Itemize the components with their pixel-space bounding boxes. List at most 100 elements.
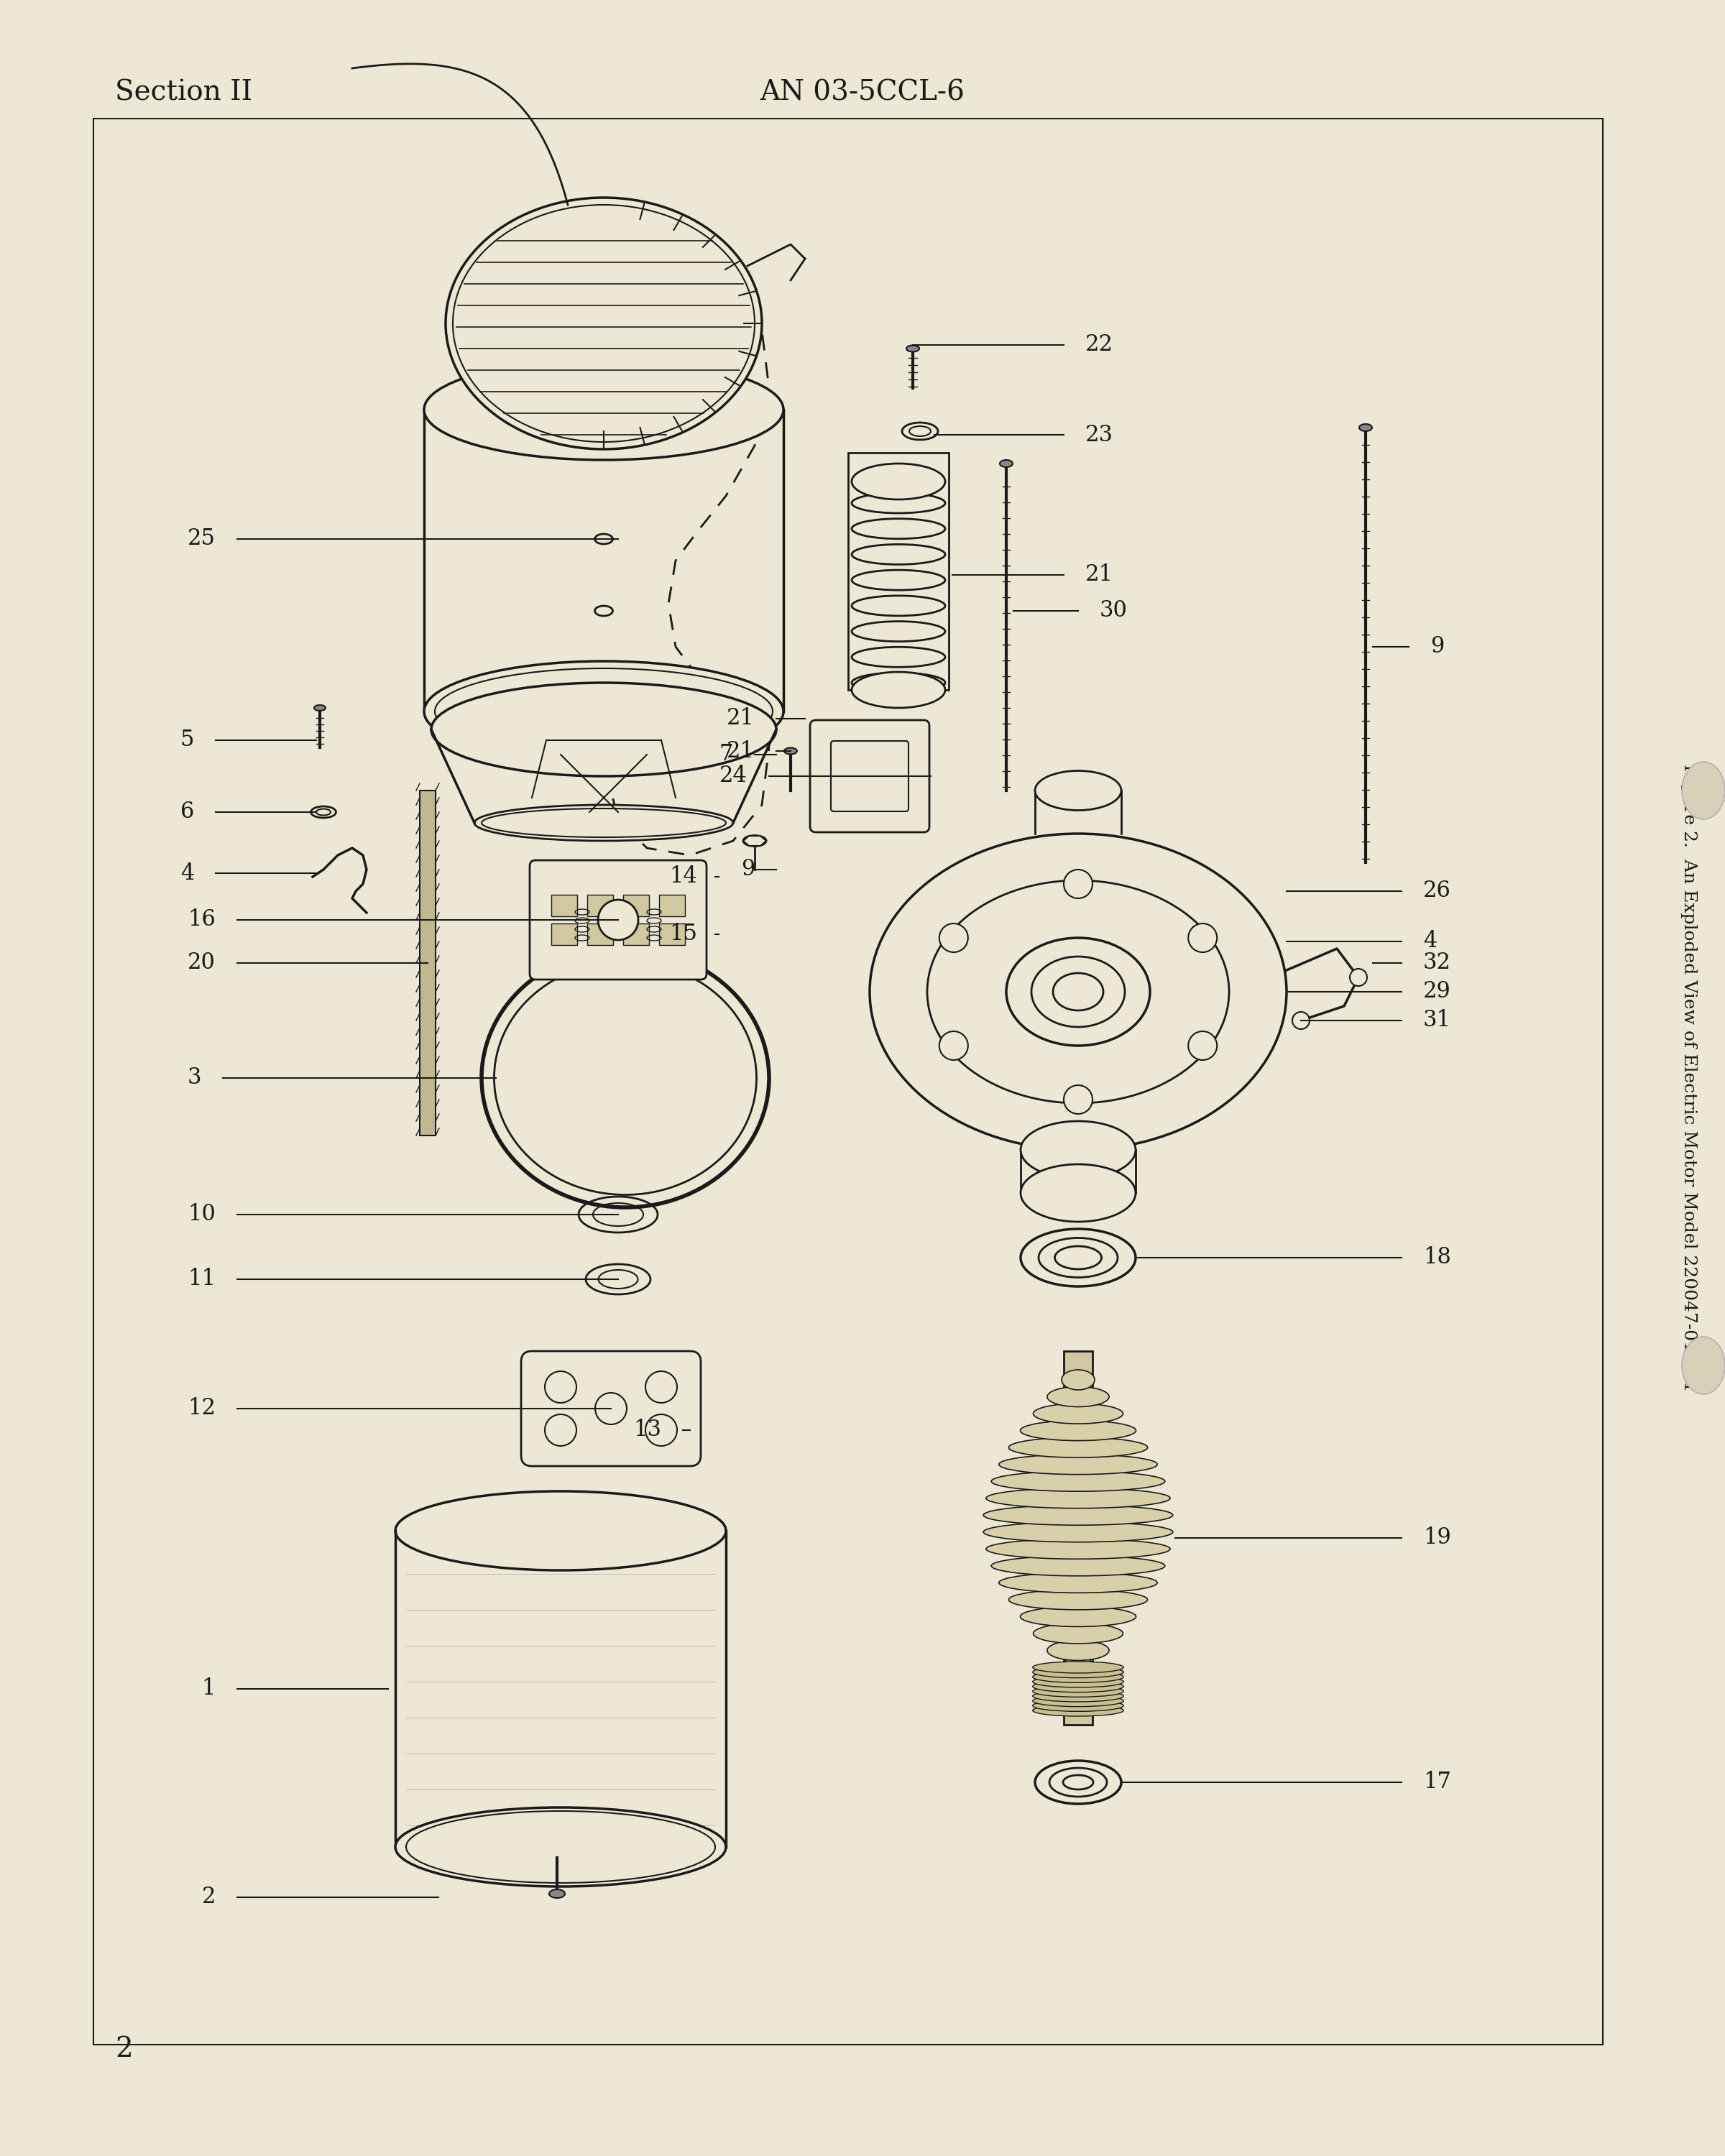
Ellipse shape [1009, 1438, 1147, 1457]
Ellipse shape [1033, 1623, 1123, 1643]
Ellipse shape [785, 748, 797, 755]
Ellipse shape [1021, 1121, 1135, 1179]
Ellipse shape [1033, 1699, 1123, 1712]
Ellipse shape [1054, 1246, 1102, 1270]
Ellipse shape [983, 1505, 1173, 1524]
Text: 21: 21 [726, 740, 756, 763]
Circle shape [595, 1393, 626, 1425]
Ellipse shape [909, 427, 932, 436]
FancyBboxPatch shape [831, 742, 909, 811]
Bar [587, 923, 612, 944]
Ellipse shape [431, 683, 776, 776]
Circle shape [1189, 1031, 1218, 1061]
Ellipse shape [1033, 1662, 1123, 1673]
Circle shape [938, 923, 968, 953]
Text: 10: 10 [188, 1203, 216, 1225]
Circle shape [545, 1371, 576, 1404]
Text: 26: 26 [1423, 880, 1451, 901]
Ellipse shape [1033, 1671, 1123, 1682]
Ellipse shape [1019, 1606, 1137, 1626]
Ellipse shape [928, 880, 1228, 1104]
Circle shape [545, 1414, 576, 1447]
Ellipse shape [1359, 425, 1371, 431]
Ellipse shape [424, 662, 783, 761]
Circle shape [1064, 1084, 1092, 1115]
Ellipse shape [983, 1522, 1173, 1542]
Ellipse shape [743, 837, 766, 847]
Bar [1064, 1352, 1092, 1725]
Text: 31: 31 [1423, 1009, 1451, 1033]
Ellipse shape [1019, 1421, 1137, 1440]
Text: 11: 11 [188, 1268, 216, 1289]
Ellipse shape [1000, 459, 1013, 468]
Ellipse shape [999, 1572, 1157, 1593]
Circle shape [645, 1371, 676, 1404]
Polygon shape [743, 837, 766, 845]
Text: 20: 20 [188, 953, 216, 975]
Text: 32: 32 [1423, 953, 1451, 975]
Text: Section II: Section II [116, 80, 252, 106]
Ellipse shape [1047, 1386, 1109, 1408]
Text: 14: 14 [669, 865, 697, 888]
Ellipse shape [599, 1270, 638, 1289]
Ellipse shape [1033, 1695, 1123, 1708]
Ellipse shape [1033, 1705, 1123, 1716]
Ellipse shape [999, 1455, 1157, 1475]
Ellipse shape [987, 1539, 1170, 1559]
Text: 9: 9 [740, 858, 756, 880]
Text: 9: 9 [1430, 636, 1444, 658]
Ellipse shape [906, 345, 919, 351]
Ellipse shape [987, 1488, 1170, 1509]
Ellipse shape [595, 606, 612, 617]
Text: 22: 22 [1085, 334, 1113, 356]
Text: 30: 30 [1101, 599, 1128, 621]
Text: 4: 4 [1423, 931, 1437, 953]
Text: 17: 17 [1423, 1772, 1451, 1794]
Text: 5: 5 [179, 729, 193, 752]
Text: 23: 23 [1085, 423, 1113, 446]
Bar [93, 119, 1603, 2044]
Ellipse shape [1682, 761, 1725, 819]
Bar [849, 453, 949, 690]
Ellipse shape [1063, 1774, 1094, 1789]
Text: 2: 2 [116, 2035, 133, 2063]
Ellipse shape [593, 1203, 643, 1227]
Ellipse shape [314, 705, 326, 711]
Bar [419, 791, 435, 1136]
Ellipse shape [902, 423, 938, 440]
Text: Figure 2.  An Exploded View of Electric Motor Model 220047-011-01: Figure 2. An Exploded View of Electric M… [1680, 763, 1697, 1393]
Ellipse shape [1033, 1686, 1123, 1697]
Ellipse shape [1049, 1768, 1107, 1796]
Ellipse shape [595, 535, 612, 543]
Circle shape [645, 1414, 676, 1447]
Text: 24: 24 [719, 765, 747, 787]
Ellipse shape [992, 1470, 1164, 1492]
Text: 15: 15 [669, 923, 697, 944]
Ellipse shape [1061, 1658, 1095, 1677]
Text: 6: 6 [179, 802, 193, 824]
FancyBboxPatch shape [521, 1352, 700, 1466]
Text: 19: 19 [1423, 1526, 1451, 1548]
Ellipse shape [852, 673, 945, 707]
Text: 18: 18 [1423, 1246, 1451, 1268]
Ellipse shape [1033, 1690, 1123, 1701]
Ellipse shape [852, 464, 945, 500]
Ellipse shape [1033, 1667, 1123, 1677]
Ellipse shape [424, 360, 783, 459]
Ellipse shape [578, 1197, 657, 1233]
Ellipse shape [587, 1263, 650, 1294]
FancyBboxPatch shape [530, 860, 707, 979]
Ellipse shape [474, 804, 733, 841]
Bar [623, 923, 649, 944]
Ellipse shape [1038, 1238, 1118, 1276]
Ellipse shape [1682, 1337, 1725, 1395]
Ellipse shape [1035, 1761, 1121, 1805]
Ellipse shape [549, 1889, 566, 1897]
FancyBboxPatch shape [811, 720, 930, 832]
Text: 16: 16 [188, 910, 216, 931]
Ellipse shape [1033, 1682, 1123, 1692]
Text: 29: 29 [1423, 981, 1451, 1003]
Ellipse shape [1009, 1589, 1147, 1611]
Text: 2: 2 [202, 1886, 216, 1908]
Bar [659, 923, 685, 944]
